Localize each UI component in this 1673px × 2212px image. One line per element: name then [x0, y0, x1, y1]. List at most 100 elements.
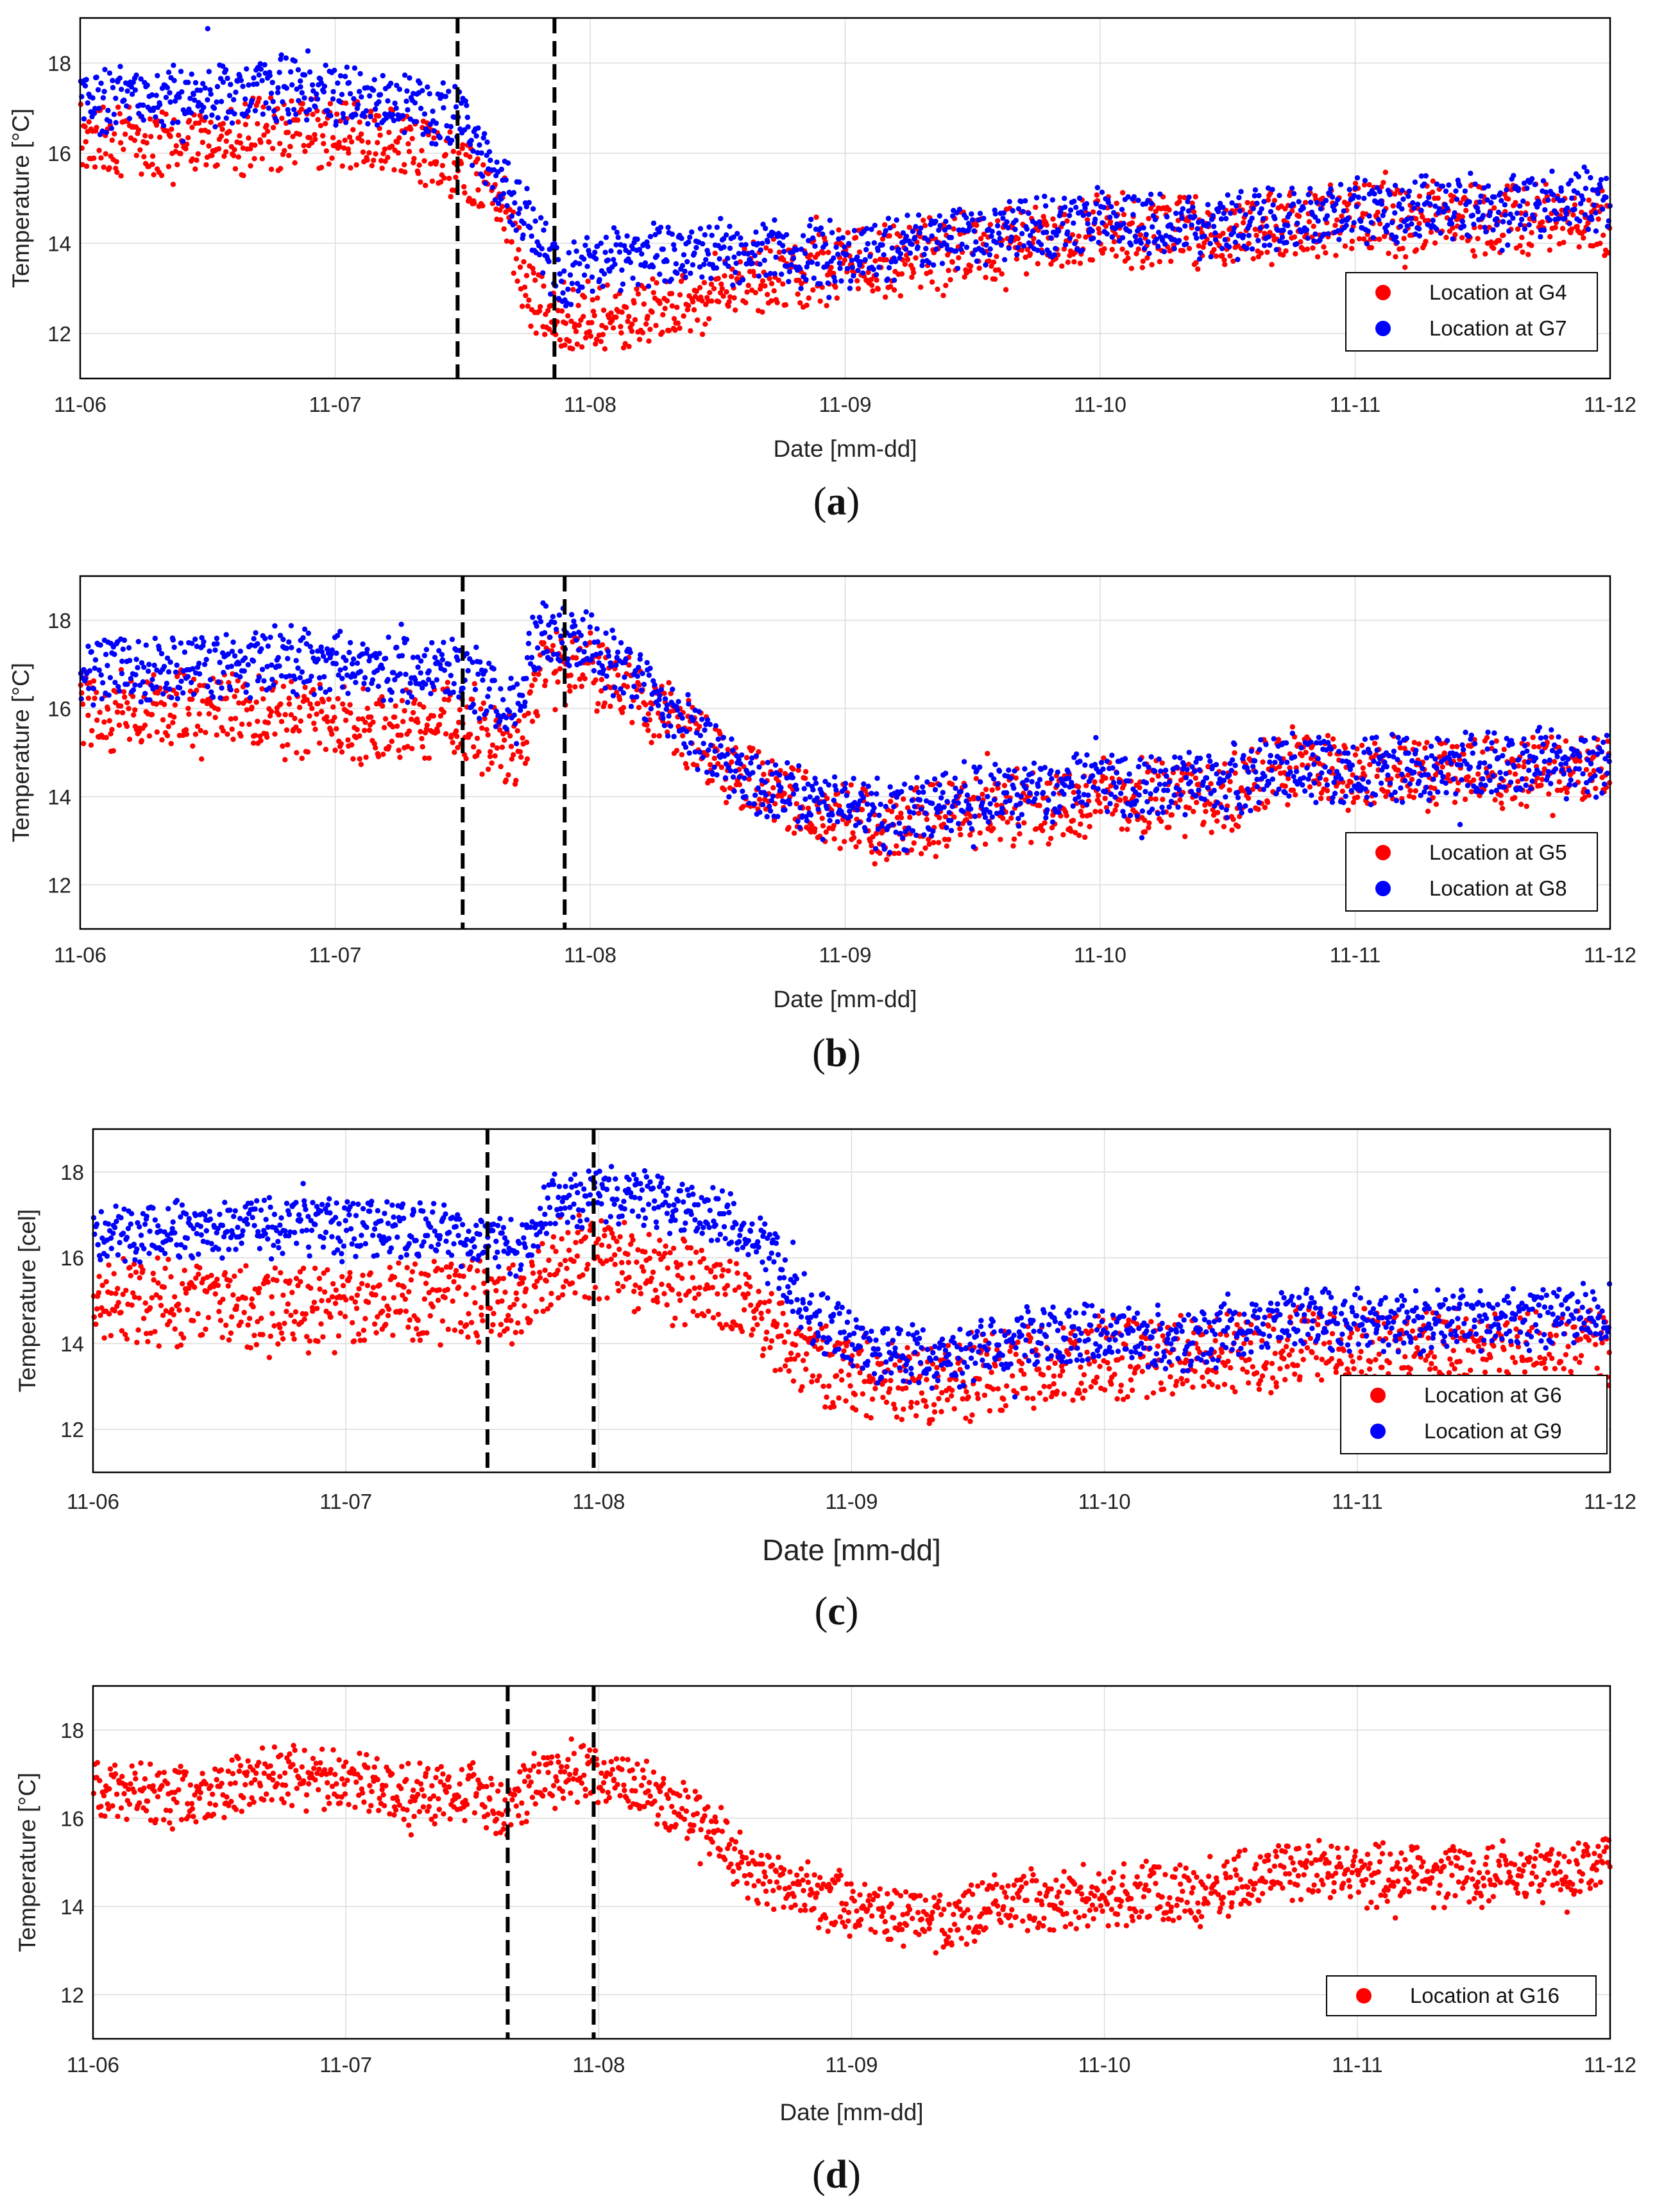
data-point	[781, 790, 788, 797]
data-point	[426, 668, 432, 674]
data-point	[307, 643, 313, 650]
data-point	[593, 336, 600, 343]
data-point	[915, 212, 922, 218]
data-point	[340, 701, 346, 707]
data-point	[1222, 262, 1228, 268]
data-point	[882, 222, 888, 228]
data-point	[619, 309, 625, 315]
data-point	[216, 146, 222, 152]
data-point	[831, 822, 837, 829]
data-point	[106, 165, 112, 171]
data-point	[1468, 171, 1473, 176]
data-point	[526, 297, 532, 303]
data-point	[1346, 201, 1352, 207]
data-point	[561, 268, 567, 274]
data-point	[1015, 244, 1021, 251]
data-point	[910, 269, 917, 276]
data-point	[1414, 201, 1421, 207]
data-point	[1089, 228, 1095, 234]
data-point	[418, 658, 424, 664]
data-point	[1196, 243, 1202, 249]
legend-label: Location at G7	[1429, 316, 1567, 340]
data-point	[1515, 226, 1521, 232]
data-point	[1486, 225, 1492, 230]
data-point	[1339, 788, 1345, 794]
data-point	[1491, 194, 1497, 200]
data-point	[1027, 251, 1033, 257]
data-point	[1499, 198, 1504, 203]
data-point	[439, 162, 445, 169]
data-point	[512, 200, 518, 206]
data-point	[1518, 222, 1524, 228]
data-point	[1086, 211, 1092, 217]
data-point	[498, 196, 504, 202]
data-point	[1591, 768, 1597, 774]
data-point	[365, 121, 371, 127]
data-point	[522, 699, 528, 705]
data-point	[217, 695, 223, 701]
data-point	[307, 135, 313, 140]
data-point	[1219, 246, 1225, 251]
data-point	[1362, 178, 1368, 183]
data-point	[377, 92, 384, 98]
data-point	[1075, 784, 1082, 790]
data-point	[611, 225, 617, 231]
data-point	[569, 280, 575, 286]
data-point	[292, 58, 298, 64]
data-point	[110, 78, 115, 83]
data-point	[446, 697, 452, 703]
data-point	[448, 672, 454, 679]
data-point	[142, 722, 148, 728]
data-point	[1096, 792, 1101, 799]
data-point	[1582, 212, 1588, 217]
data-point	[726, 303, 731, 309]
data-point	[855, 285, 862, 292]
data-point	[570, 287, 576, 293]
data-point	[339, 749, 345, 755]
data-point	[1493, 216, 1500, 222]
data-point	[1443, 188, 1449, 194]
data-point	[1597, 241, 1603, 246]
data-point	[448, 137, 455, 143]
data-point	[906, 225, 912, 230]
data-point	[881, 252, 887, 258]
data-point	[517, 206, 523, 212]
data-point	[1241, 219, 1246, 226]
data-point	[626, 314, 632, 319]
data-point	[718, 216, 724, 221]
data-point	[1487, 209, 1493, 216]
data-point	[225, 75, 230, 81]
data-point	[957, 826, 963, 831]
data-point	[798, 285, 804, 291]
data-point	[1051, 252, 1058, 258]
data-point	[358, 131, 364, 137]
x-tick-label: 11-07	[309, 393, 362, 416]
data-point	[1182, 833, 1188, 840]
data-point	[923, 246, 929, 251]
data-point	[294, 692, 300, 698]
data-point	[1245, 795, 1252, 801]
data-point	[1094, 192, 1100, 198]
data-point	[1375, 209, 1381, 216]
data-point	[1433, 801, 1439, 807]
data-point	[260, 104, 266, 110]
data-point	[946, 268, 951, 273]
data-point	[376, 99, 382, 105]
data-point	[314, 108, 320, 114]
data-point	[904, 212, 910, 218]
data-point	[684, 259, 690, 265]
data-point	[848, 782, 854, 788]
data-point	[842, 838, 847, 845]
data-point	[1488, 239, 1494, 245]
data-point	[664, 298, 670, 304]
data-point	[207, 648, 212, 654]
data-point	[935, 286, 940, 293]
data-point	[171, 78, 177, 83]
data-point	[697, 226, 704, 232]
data-point	[614, 230, 620, 235]
data-point	[183, 146, 189, 152]
data-point	[309, 706, 315, 711]
data-point	[666, 328, 672, 334]
data-point	[176, 132, 182, 138]
data-point	[102, 67, 108, 72]
